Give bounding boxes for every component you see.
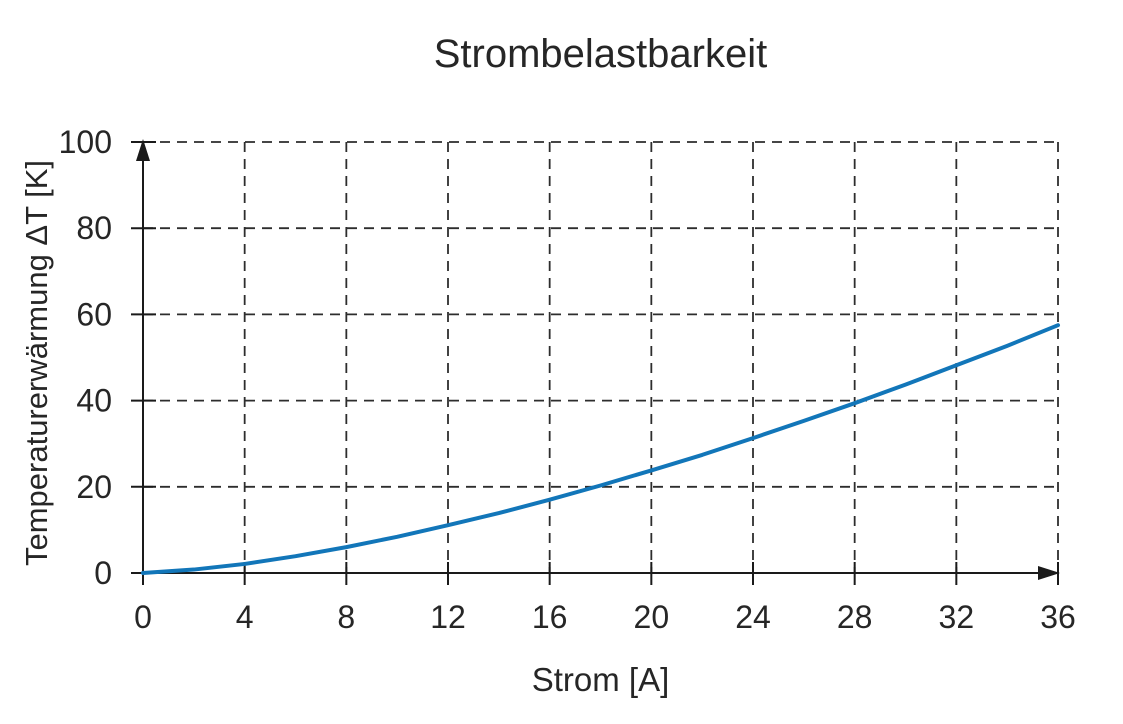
y-tick-label-80: 80 (76, 210, 112, 246)
y-tick-label-60: 60 (76, 296, 112, 332)
temperature-curve (141, 323, 1060, 575)
x-tick-label-8: 8 (337, 599, 355, 635)
y-axis-arrow (136, 139, 150, 161)
y-tick-label-100: 100 (59, 124, 112, 160)
y-axis-label: Temperaturerwärmung ΔT [K] (19, 159, 54, 567)
y-tick-label-20: 20 (76, 469, 112, 505)
x-tick-label-4: 4 (236, 599, 254, 635)
x-tick-label-36: 36 (1040, 599, 1076, 635)
y-tick-label-40: 40 (76, 383, 112, 419)
x-tick-label-0: 0 (134, 599, 152, 635)
x-axis-arrow (1038, 566, 1060, 580)
y-tick-label-0: 0 (94, 555, 112, 591)
x-axis-label: Strom [A] (531, 661, 670, 698)
x-tick-label-20: 20 (634, 599, 670, 635)
chart-title: Strombelastbarkeit (433, 32, 768, 76)
x-tick-label-16: 16 (532, 599, 568, 635)
x-tick-label-28: 28 (837, 599, 873, 635)
x-tick-label-12: 12 (430, 599, 466, 635)
x-tick-label-24: 24 (735, 599, 771, 635)
x-tick-label-32: 32 (939, 599, 975, 635)
